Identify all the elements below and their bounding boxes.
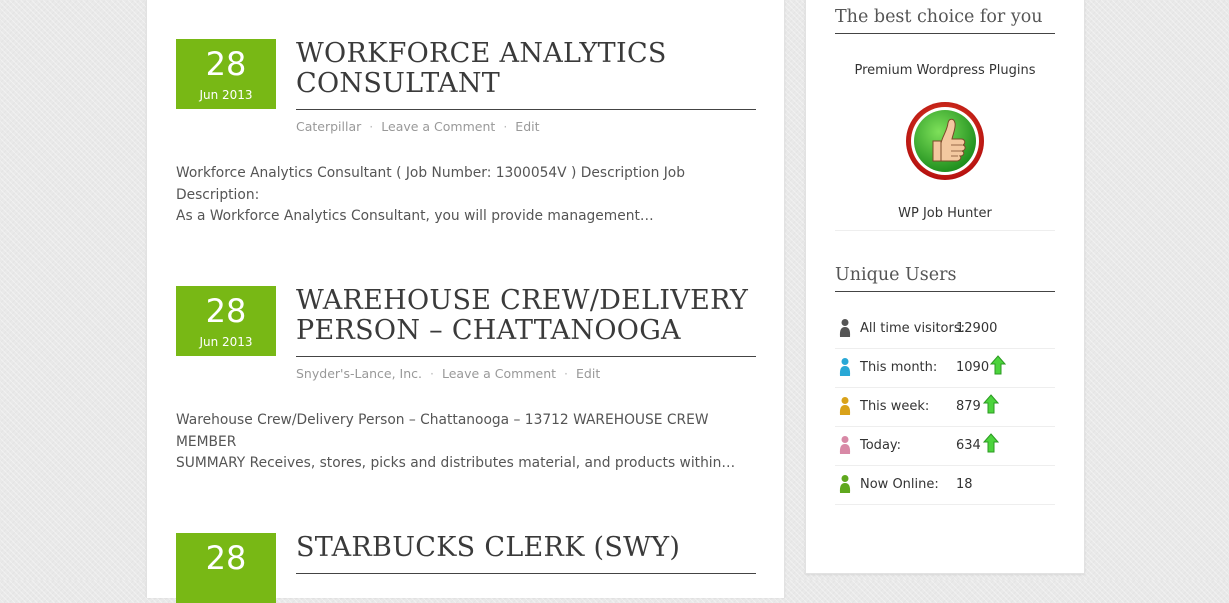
post-meta: Caterpillar · Leave a Comment · Edit [296,119,756,134]
stat-value: 879 [956,399,981,414]
widget-title-promo: The best choice for you [835,7,1055,34]
post-title-line-2: PERSON – CHATTANOOGA [296,315,681,346]
post-item: 28 Jun 2013 WORKFORCE ANALYTICS CONSULTA… [176,39,756,239]
post-excerpt-line-1: Warehouse Crew/Delivery Person – Chattan… [176,412,709,450]
post-excerpt: Warehouse Crew/Delivery Person – Chattan… [176,410,756,475]
post-date-day: 28 [205,45,247,83]
post-title-link[interactable]: WORKFORCE ANALYTICS CONSULTANT [296,39,756,110]
post-title-line-1: STARBUCKS CLERK (SWY) [296,532,681,563]
stat-value: 18 [956,477,973,492]
stat-value: 634 [956,438,981,453]
promo-caption-link[interactable]: WP Job Hunter [898,206,992,221]
meta-separator: · [503,119,508,134]
post-excerpt-line-2: As a Workforce Analytics Consultant, you… [176,208,654,224]
stat-row: This week: 879 [835,388,1055,427]
leave-comment-link[interactable]: Leave a Comment [441,366,557,381]
stat-label: This month: [860,360,938,375]
post-title-line-1: WORKFORCE ANALYTICS [296,38,667,69]
visitor-stats-list: All time visitors: 12900 This month: 109… [835,310,1055,505]
widget-divider [835,230,1055,231]
post-title-line-1: WAREHOUSE CREW/DELIVERY [296,285,749,316]
meta-separator: · [564,366,569,381]
user-icon [839,319,851,337]
post-excerpt-line-2: SUMMARY Receives, stores, picks and dist… [176,455,736,471]
stat-row: Now Online: 18 [835,466,1055,505]
leave-comment-link[interactable]: Leave a Comment [381,119,496,134]
stat-row: Today: 634 [835,427,1055,466]
post-company-link[interactable]: Snyder's-Lance, Inc. [296,366,422,381]
user-icon [839,397,851,415]
edit-link[interactable]: Edit [576,366,601,381]
post-title-line-2: CONSULTANT [296,68,501,99]
post-date-badge: 28 [176,533,276,603]
main-content: 28 Jun 2013 WORKFORCE ANALYTICS CONSULTA… [146,0,785,603]
post-date-month: Jun 2013 [199,88,253,102]
post-date-day: 28 [205,539,247,577]
meta-separator: · [430,366,434,381]
meta-separator: · [369,119,374,134]
stat-value: 1090 [956,360,990,375]
stat-row: All time visitors: 12900 [835,310,1055,349]
edit-link[interactable]: Edit [515,119,540,134]
post-date-day: 28 [205,292,247,330]
stat-label: All time visitors: [860,321,965,336]
post-excerpt: Workforce Analytics Consultant ( Job Num… [176,163,756,228]
promo-heading-link[interactable]: Premium Wordpress Plugins [854,63,1036,78]
post-item: 28 STARBUCKS CLERK (SWY) [176,533,756,603]
stat-label: This week: [860,399,930,414]
stat-label: Today: [860,438,902,453]
sidebar: The best choice for you Premium Wordpres… [805,0,1085,574]
post-item: 28 Jun 2013 WAREHOUSE CREW/DELIVERY PERS… [176,286,756,486]
arrow-up-icon [990,355,1006,375]
post-company-link[interactable]: Caterpillar [296,119,362,134]
user-icon [839,475,851,493]
post-title-link[interactable]: WAREHOUSE CREW/DELIVERY PERSON – CHATTAN… [296,286,756,357]
post-date-badge: 28 Jun 2013 [176,39,276,109]
thumbs-up-badge-icon[interactable] [905,101,985,181]
post-date-badge: 28 Jun 2013 [176,286,276,356]
post-excerpt-line-1: Workforce Analytics Consultant ( Job Num… [176,165,685,203]
user-icon [839,436,851,454]
arrow-up-icon [983,433,999,453]
stat-label: Now Online: [860,477,939,492]
post-title-link[interactable]: STARBUCKS CLERK (SWY) [296,533,756,574]
user-icon [839,358,851,376]
post-date-month: Jun 2013 [199,335,253,349]
widget-title-unique-users: Unique Users [835,265,1055,292]
arrow-up-icon [983,394,999,414]
stat-value: 12900 [956,321,998,336]
stat-row: This month: 1090 [835,349,1055,388]
post-meta: Snyder's-Lance, Inc. · Leave a Comment · Edi… [296,366,756,381]
